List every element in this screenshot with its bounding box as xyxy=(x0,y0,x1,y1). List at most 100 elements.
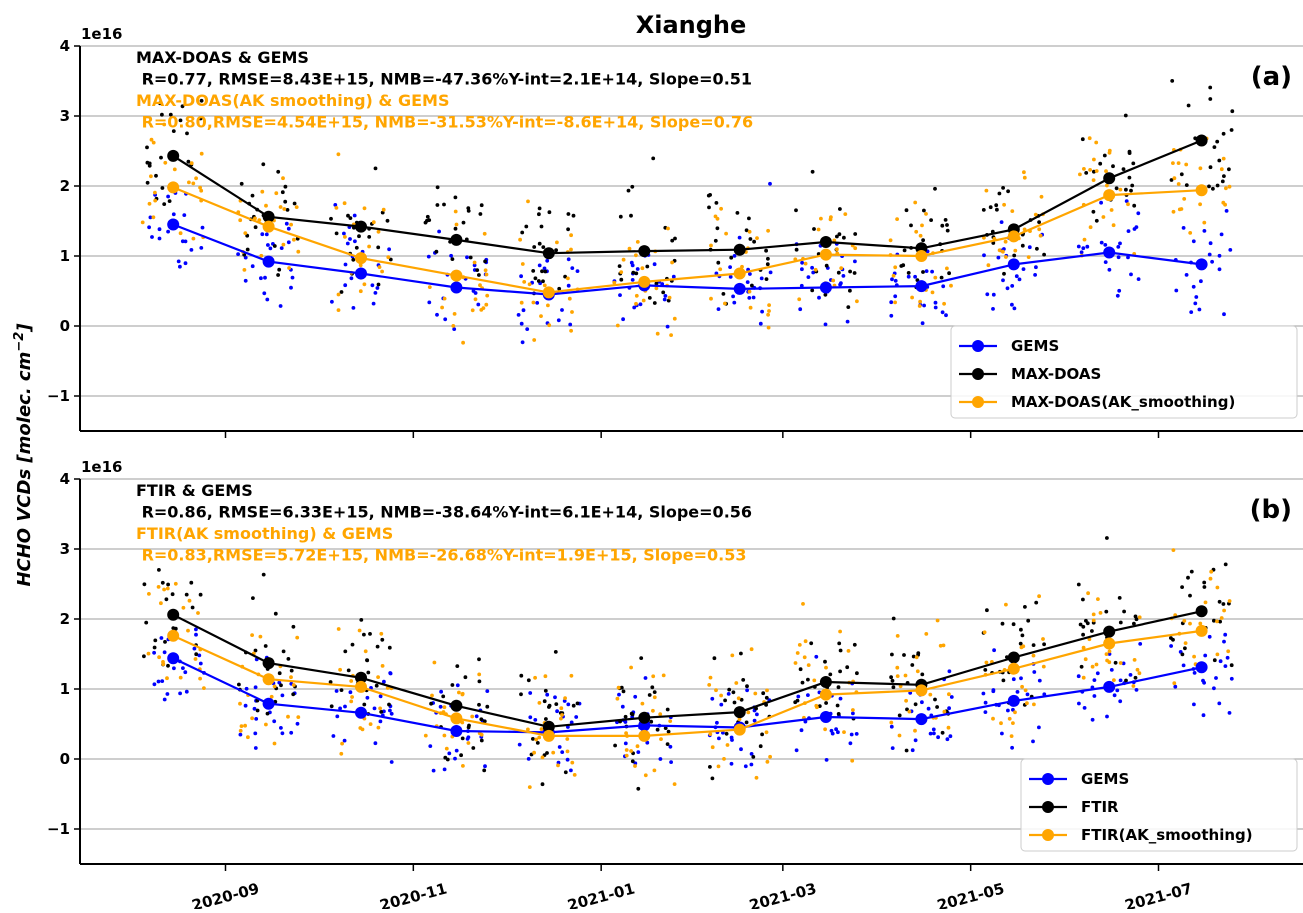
scatter-point xyxy=(349,699,354,704)
legend-swatch-marker xyxy=(972,396,984,408)
scatter-point xyxy=(1218,619,1222,624)
scatter-point xyxy=(362,206,367,211)
scatter-point xyxy=(630,263,635,268)
scatter-point xyxy=(372,706,377,711)
series-line-gems xyxy=(172,657,1202,734)
scatter-point xyxy=(1217,701,1222,706)
scatter-point xyxy=(386,255,391,260)
scatter-point xyxy=(470,308,475,313)
data-point xyxy=(450,712,463,725)
scatter-point xyxy=(812,678,817,683)
scatter-point xyxy=(147,592,151,596)
scatter-point xyxy=(477,679,482,684)
scatter-point xyxy=(1217,267,1222,272)
scatter-point xyxy=(1169,636,1173,640)
data-point xyxy=(167,149,180,162)
scatter-point xyxy=(566,702,571,707)
scatter-point xyxy=(831,278,836,283)
scatter-point xyxy=(811,270,816,275)
scatter-point xyxy=(899,264,904,268)
scatter-point xyxy=(1118,678,1123,683)
scatter-point xyxy=(623,714,628,719)
scatter-point xyxy=(1001,678,1006,683)
stats-annotation: R=0.80,RMSE=4.54E+15, NMB=-31.53%Y-int=-… xyxy=(136,113,753,132)
scatter-point xyxy=(751,295,756,300)
scatter-point xyxy=(483,764,487,769)
scatter-point xyxy=(178,264,182,269)
data-point xyxy=(1195,134,1208,147)
scatter-point xyxy=(151,215,156,220)
scatter-point xyxy=(623,720,628,724)
scatter-point xyxy=(182,213,187,218)
scatter-point xyxy=(817,295,821,300)
scatter-point xyxy=(1076,582,1081,587)
stats-annotation: R=0.86, RMSE=6.33E+15, NMB=-38.64%Y-int=… xyxy=(136,503,752,522)
scatter-point xyxy=(545,258,550,263)
scatter-point xyxy=(1076,244,1081,249)
data-point xyxy=(1195,258,1208,271)
scatter-point xyxy=(570,310,574,314)
scatter-point xyxy=(731,294,735,299)
scatter-point xyxy=(353,239,357,244)
legend-label: GEMS xyxy=(1081,770,1129,788)
scatter-point xyxy=(160,112,164,117)
scatter-point xyxy=(455,683,460,688)
scatter-point xyxy=(473,297,478,302)
scatter-point xyxy=(666,298,671,303)
series-line-ftir-ak-smoothing- xyxy=(172,629,1202,738)
legend-swatch-marker xyxy=(1042,801,1054,813)
scatter-point xyxy=(1118,241,1122,246)
scatter-point xyxy=(334,689,339,693)
scatter-point xyxy=(199,246,204,250)
scatter-point xyxy=(284,221,289,226)
data-point xyxy=(450,281,463,294)
scatter-point xyxy=(453,756,457,761)
scatter-point xyxy=(461,340,465,345)
scatter-point xyxy=(443,317,448,322)
scatter-point xyxy=(621,257,626,262)
scatter-point xyxy=(1109,208,1114,212)
scatter-point xyxy=(346,668,351,673)
scatter-point xyxy=(922,208,926,213)
data-point xyxy=(262,210,275,223)
scatter-point xyxy=(1207,184,1211,189)
scatter-point xyxy=(181,666,185,670)
scatter-point xyxy=(428,744,433,748)
scatter-point xyxy=(939,275,944,280)
scatter-point xyxy=(1219,232,1224,237)
scatter-point xyxy=(261,572,266,577)
data-point xyxy=(355,220,367,233)
scatter-point xyxy=(527,282,532,287)
scatter-point xyxy=(658,757,663,761)
scatter-point xyxy=(846,649,851,653)
scatter-point xyxy=(477,657,481,662)
scatter-point xyxy=(744,720,749,725)
scatter-point xyxy=(272,684,277,689)
legend-swatch-marker xyxy=(972,340,984,352)
scatter-point xyxy=(348,690,353,695)
scatter-point xyxy=(540,782,545,787)
scatter-point xyxy=(945,223,949,227)
scatter-point xyxy=(358,263,363,268)
scatter-point xyxy=(528,691,533,695)
scatter-point xyxy=(945,266,949,271)
scatter-point xyxy=(484,302,489,307)
scatter-point xyxy=(382,679,386,684)
scatter-point xyxy=(1007,716,1012,721)
scatter-point xyxy=(828,672,833,677)
data-point xyxy=(262,657,275,670)
figure-title: Xianghe xyxy=(636,11,747,39)
stats-annotation: R=0.77, RMSE=8.43E+15, NMB=-47.36%Y-int=… xyxy=(136,70,752,89)
panel-label: (b) xyxy=(1250,495,1292,525)
scatter-point xyxy=(1105,536,1109,540)
scatter-point xyxy=(806,677,810,682)
scatter-point xyxy=(913,728,917,733)
scatter-point xyxy=(147,225,152,230)
scatter-point xyxy=(352,213,357,218)
scatter-point xyxy=(279,246,284,251)
scatter-point xyxy=(144,620,149,625)
scatter-point xyxy=(1037,725,1041,730)
scatter-point xyxy=(835,703,840,708)
scatter-point xyxy=(437,229,441,234)
scatter-point xyxy=(451,324,456,328)
